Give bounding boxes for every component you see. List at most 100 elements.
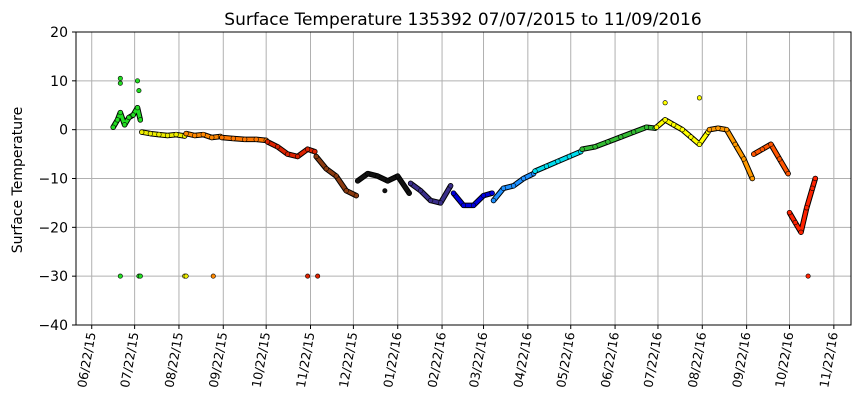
outlier-point	[210, 273, 216, 279]
outlier-point	[134, 78, 140, 84]
chart-title: Surface Temperature 135392 07/07/2015 to…	[224, 10, 701, 30]
data-point	[786, 210, 793, 216]
data-series	[532, 148, 584, 174]
data-point	[776, 156, 783, 162]
x-tick-label: 08/22/15	[161, 331, 186, 389]
y-tick-label: −20	[38, 220, 68, 236]
y-tick-label: 0	[59, 123, 68, 139]
x-tick-label: 12/22/15	[336, 331, 361, 389]
data-series	[313, 153, 360, 199]
data-point	[209, 134, 215, 141]
data-point	[489, 190, 495, 196]
data-point	[653, 124, 660, 130]
data-point	[265, 139, 271, 145]
y-tick-label: 10	[50, 74, 68, 90]
data-series	[706, 125, 756, 182]
outlier-point	[662, 100, 668, 106]
grid	[76, 31, 851, 326]
x-tick-label: 03/22/16	[466, 331, 491, 389]
data-point	[253, 136, 259, 143]
data-point	[219, 134, 225, 141]
outlier-point	[696, 95, 702, 101]
outlier-point	[315, 273, 321, 279]
y-tick-label: −10	[38, 172, 68, 188]
data-point	[749, 175, 755, 182]
outlier-point	[137, 273, 143, 279]
data-point	[798, 229, 804, 235]
data-point	[643, 124, 650, 130]
data-point	[470, 202, 477, 208]
data-series	[139, 129, 188, 139]
data-point	[110, 124, 116, 130]
data-point	[406, 190, 412, 196]
data-point	[192, 132, 198, 139]
data-point	[385, 178, 391, 184]
data-point	[460, 202, 467, 208]
data-series	[407, 180, 454, 206]
data-point	[139, 129, 145, 135]
series-outline	[751, 141, 791, 177]
data-point	[355, 178, 361, 184]
data-point	[532, 168, 538, 174]
data-point	[679, 127, 685, 133]
x-tick-label: 08/22/16	[685, 331, 710, 389]
x-tick-label: 06/22/15	[74, 331, 99, 389]
data-point	[792, 219, 798, 226]
data-point	[768, 141, 774, 147]
data-point	[618, 134, 624, 140]
data-point	[510, 183, 517, 189]
data-point	[688, 134, 694, 140]
outlier-point	[117, 273, 123, 279]
data-point	[353, 192, 359, 199]
data-series	[653, 117, 711, 148]
data-point	[365, 171, 371, 177]
y-tick-label: −40	[38, 318, 68, 334]
data-series	[490, 170, 537, 204]
plot-area	[110, 75, 819, 279]
data-point	[130, 112, 136, 118]
y-tick-label: 20	[50, 25, 68, 41]
data-point	[343, 188, 349, 194]
data-point	[418, 188, 424, 194]
outlier-point	[382, 188, 388, 194]
data-series	[579, 124, 658, 152]
data-point	[230, 135, 236, 142]
data-point	[448, 183, 454, 189]
data-point	[500, 185, 507, 191]
outlier-point	[805, 273, 811, 279]
data-series	[751, 141, 791, 177]
data-point	[200, 131, 206, 138]
data-point	[450, 190, 457, 196]
x-tick-label: 01/22/16	[380, 331, 405, 389]
data-point	[395, 173, 401, 179]
data-point	[631, 129, 637, 135]
data-point	[490, 197, 497, 204]
x-tick-label: 04/22/16	[510, 331, 535, 389]
data-point	[804, 205, 810, 211]
x-tick-label: 09/22/15	[206, 331, 231, 389]
data-point	[592, 144, 598, 150]
x-tick-label: 09/22/16	[729, 331, 754, 389]
data-point	[696, 141, 703, 147]
data-point	[117, 109, 123, 116]
data-point	[428, 197, 434, 204]
data-point	[662, 117, 668, 123]
data-point	[480, 192, 487, 199]
data-point	[312, 149, 318, 155]
x-tick-label: 10/22/15	[249, 331, 274, 389]
data-point	[333, 173, 339, 179]
x-tick-label: 05/22/16	[553, 331, 578, 389]
data-point	[313, 153, 319, 160]
x-tick-label: 07/22/16	[640, 331, 665, 389]
data-point	[134, 105, 141, 111]
data-point	[173, 131, 179, 138]
data-series	[219, 134, 269, 144]
data-series	[354, 170, 412, 196]
data-point	[147, 130, 153, 137]
data-point	[555, 158, 561, 165]
outlier-point	[117, 80, 123, 86]
data-point	[671, 122, 677, 128]
data-point	[579, 146, 585, 152]
data-point	[156, 131, 162, 138]
